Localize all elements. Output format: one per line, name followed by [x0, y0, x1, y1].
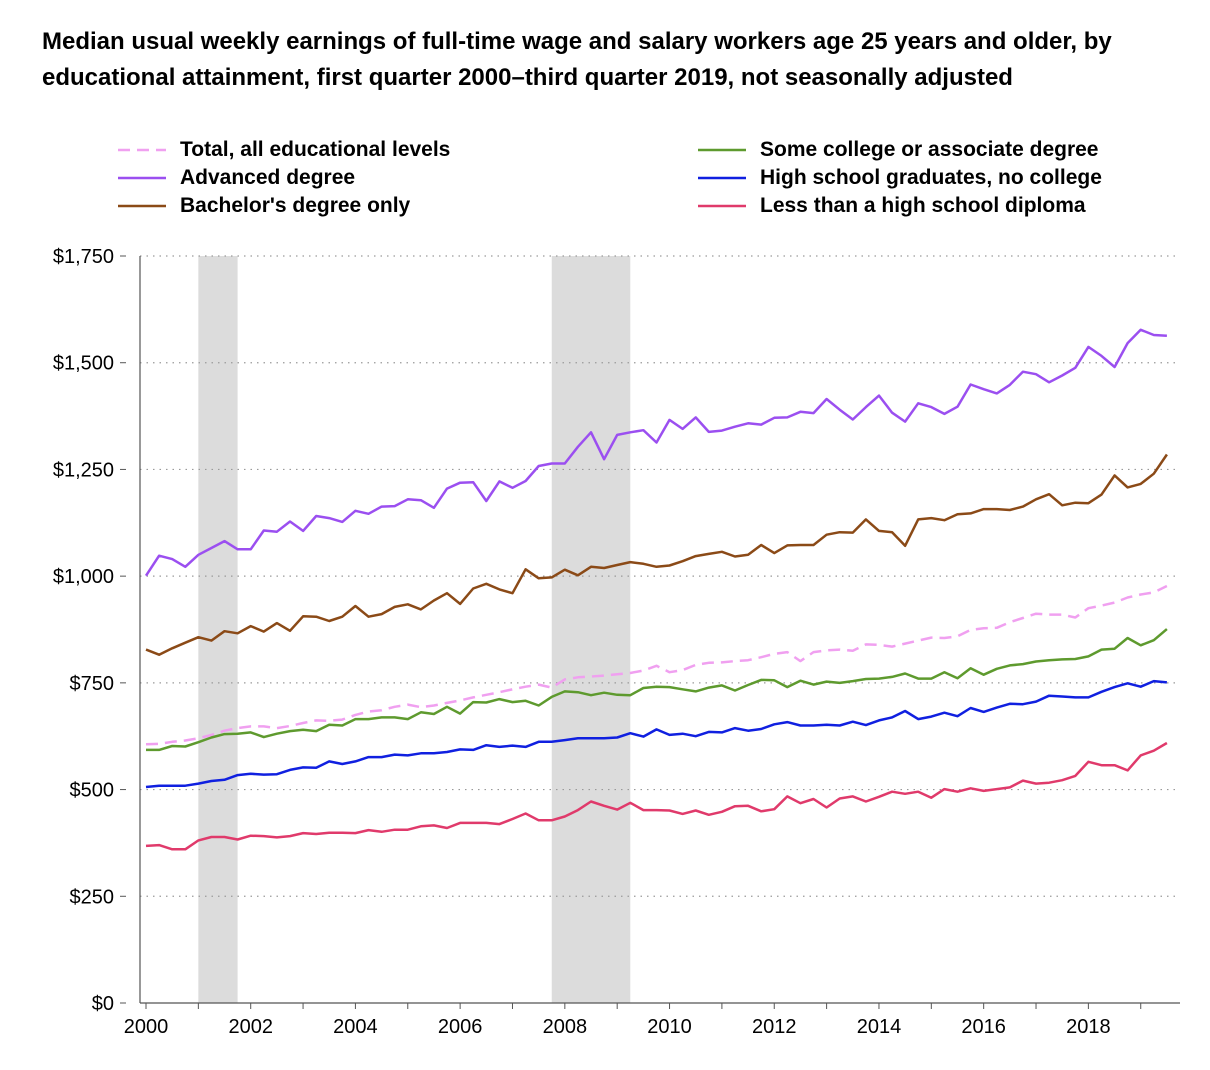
legend-label-high-school: High school graduates, no college [760, 166, 1102, 189]
recession-band-1 [551, 256, 631, 1003]
y-tick-label-2: $500 [70, 780, 115, 802]
recession-band-0 [198, 256, 238, 1003]
legend-swatch-some-college [698, 148, 746, 152]
series-line-3 [146, 628, 1168, 752]
chart-legend: Total, all educational levels Advanced d… [0, 136, 1210, 226]
x-tick-label-6: 2012 [752, 1016, 797, 1038]
legend-label-advanced: Advanced degree [180, 166, 356, 189]
legend-swatch-total [118, 148, 166, 152]
legend-item-high-school: High school graduates, no college [698, 164, 1102, 192]
series-line-2 [145, 453, 1168, 656]
y-tick-label-7: $1,750 [53, 246, 114, 268]
x-tick-label-3: 2006 [438, 1016, 483, 1038]
x-tick-label-1: 2002 [228, 1016, 273, 1038]
legend-label-less-than-hs: Less than a high school diploma [760, 194, 1086, 217]
legend-swatch-bachelors [118, 204, 166, 208]
series-line-1 [144, 328, 1167, 577]
x-tick-label-0: 2000 [124, 1016, 169, 1038]
legend-swatch-high-school [698, 176, 746, 180]
y-tick-label-0: $0 [92, 993, 114, 1015]
x-tick-label-2: 2004 [333, 1016, 378, 1038]
x-tick-label-4: 2008 [543, 1016, 588, 1038]
legend-swatch-advanced [118, 176, 166, 180]
y-tick-label-6: $1,500 [53, 353, 114, 375]
legend-label-some-college: Some college or associate degree [760, 138, 1099, 161]
x-tick-label-9: 2018 [1066, 1016, 1111, 1038]
legend-item-some-college: Some college or associate degree [698, 136, 1098, 164]
series-line-4 [145, 679, 1168, 789]
legend-item-bachelors: Bachelor's degree only [118, 192, 410, 220]
chart-title: Median usual weekly earnings of full-tim… [42, 28, 1112, 91]
legend-label-bachelors: Bachelor's degree only [180, 194, 411, 217]
x-tick-label-5: 2010 [647, 1016, 692, 1038]
legend-item-advanced: Advanced degree [118, 164, 355, 192]
legend-item-less-than-hs: Less than a high school diploma [698, 192, 1086, 220]
x-tick-label-7: 2014 [857, 1016, 902, 1038]
y-tick-label-4: $1,000 [53, 566, 114, 588]
y-tick-label-1: $250 [70, 886, 115, 908]
series-line-5 [145, 741, 1168, 851]
x-tick-label-8: 2016 [961, 1016, 1006, 1038]
legend-swatch-less-than-hs [698, 204, 746, 208]
legend-label-total: Total, all educational levels [180, 138, 451, 161]
series-line-0 [145, 584, 1168, 746]
y-tick-label-3: $750 [70, 673, 115, 695]
y-tick-label-5: $1,250 [53, 459, 114, 481]
legend-item-total: Total, all educational levels [118, 136, 450, 164]
